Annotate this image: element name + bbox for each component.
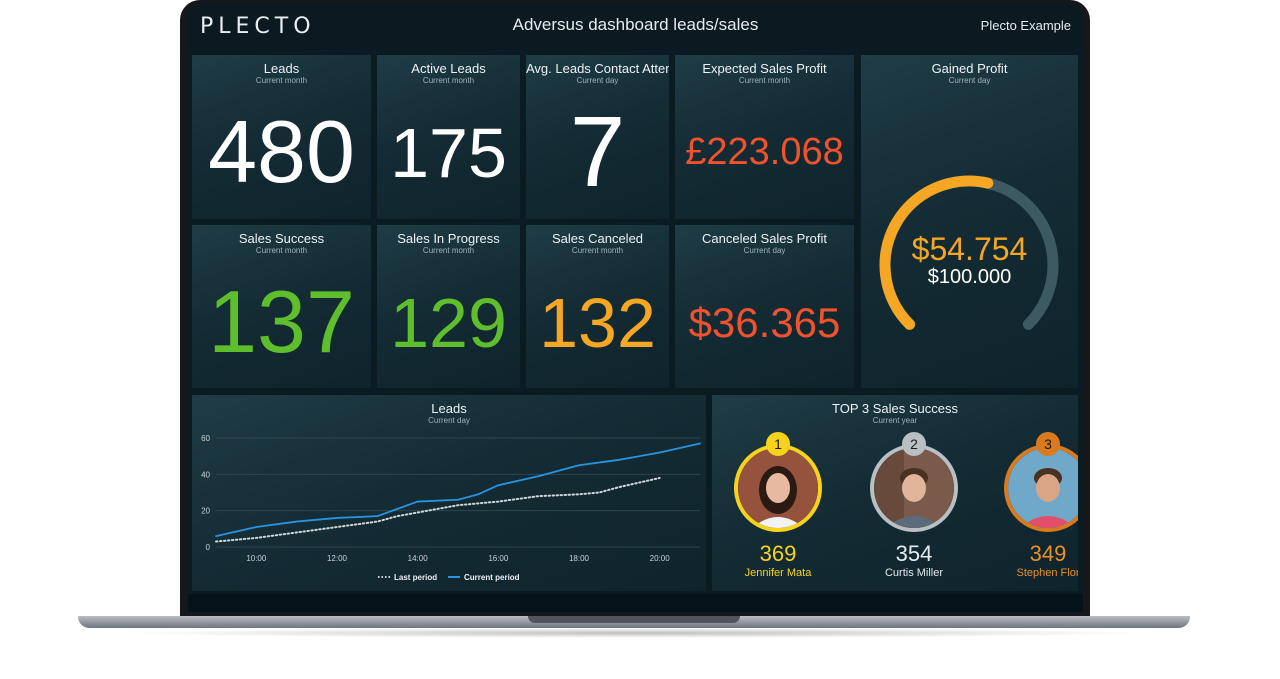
tile-subtitle: Current month xyxy=(422,246,475,255)
x-tick-label: 10:00 xyxy=(246,554,267,563)
tile-title: Leads xyxy=(431,401,467,416)
tile-subtitle: Current month xyxy=(255,76,308,85)
rank-badge: 2 xyxy=(902,432,926,456)
tile-sales-in-progress[interactable]: Sales In Progress Current month 129 xyxy=(377,225,520,388)
tile-expected-sales-profit[interactable]: Expected Sales Profit Current month £223… xyxy=(675,55,854,219)
account-name[interactable]: Plecto Example xyxy=(980,18,1071,33)
leads-line-chart: 0 20 40 60 10:00 12:00 14:00 16:00 18:00 20:00 Las… xyxy=(201,434,701,582)
legend-label: Last period xyxy=(394,573,437,582)
tile-value: £223.068 xyxy=(685,131,844,173)
tile-sales-canceled[interactable]: Sales Canceled Current month 132 xyxy=(526,225,669,388)
tile-subtitle: Current month xyxy=(571,246,624,255)
avatar-photo-icon xyxy=(738,448,818,528)
tile-title: Sales Success xyxy=(238,231,325,246)
tile-title: Expected Sales Profit xyxy=(702,61,827,76)
tile-gained-profit[interactable]: Gained Profit Current day $54.754 $100.0… xyxy=(861,55,1078,388)
x-tick-label: 16:00 xyxy=(488,554,509,563)
avatar[interactable] xyxy=(870,444,958,532)
last-period-line xyxy=(215,476,661,543)
tile-top3-sales-success[interactable]: TOP 3 Sales Success Current year 1 369 J… xyxy=(712,395,1078,591)
y-tick-label: 0 xyxy=(206,543,211,552)
dashboard-title: Adversus dashboard leads/sales xyxy=(512,15,759,34)
tile-subtitle: Current month xyxy=(255,246,308,255)
tile-active-leads[interactable]: Active Leads Current month 175 xyxy=(377,55,520,219)
avatar[interactable] xyxy=(734,444,822,532)
gauge xyxy=(879,175,1059,330)
rank-badge: 1 xyxy=(766,432,790,456)
tile-subtitle: Current month xyxy=(738,76,791,85)
tile-value: 7 xyxy=(569,96,626,208)
tile-subtitle: Current day xyxy=(428,416,470,425)
y-tick-label: 20 xyxy=(201,507,210,516)
x-tick-label: 20:00 xyxy=(650,554,671,563)
tile-subtitle: Current month xyxy=(422,76,475,85)
gauge-fill xyxy=(879,175,994,330)
tile-title: Canceled Sales Profit xyxy=(701,231,827,246)
gauge-value: $54.754 xyxy=(911,231,1028,267)
rank-badge: 3 xyxy=(1036,432,1060,456)
tile-value: 480 xyxy=(208,102,355,201)
tile-title: Sales Canceled xyxy=(551,231,644,246)
tile-value: 137 xyxy=(208,272,355,371)
tile-value: $36.365 xyxy=(688,299,841,346)
tile-sales-success[interactable]: Sales Success Current month 137 xyxy=(192,225,371,388)
tile-title: Gained Profit xyxy=(931,61,1008,76)
person-score: 369 xyxy=(759,541,797,566)
x-tick-label: 18:00 xyxy=(569,554,590,563)
tile-leads-chart[interactable]: Leads Current day 0 20 40 60 10:00 12:00 14:00… xyxy=(192,395,706,591)
laptop-shadow xyxy=(120,628,1150,638)
dashboard-footer-bar xyxy=(188,594,1083,612)
dashboard-header: PLECTO Adversus dashboard leads/sales Pl… xyxy=(188,4,1083,50)
person-name: Stephen Flor xyxy=(1016,567,1079,579)
tile-title: Avg. Leads Contact Attem xyxy=(526,61,669,76)
y-tick-label: 40 xyxy=(201,470,210,479)
tile-subtitle: Current day xyxy=(576,76,619,85)
tile-subtitle: Current day xyxy=(948,76,991,85)
person-name: Jennifer Mata xyxy=(744,567,812,579)
tile-value: 129 xyxy=(390,284,507,362)
x-tick-label: 14:00 xyxy=(408,554,429,563)
tile-title: TOP 3 Sales Success xyxy=(832,401,958,416)
x-tick-label: 12:00 xyxy=(327,554,348,563)
person-name: Curtis Miller xyxy=(884,567,944,579)
avatar-photo-icon xyxy=(874,448,954,528)
tile-title: Active Leads xyxy=(411,61,486,76)
tile-avg-leads-contact[interactable]: Avg. Leads Contact Attem Current day 7 xyxy=(526,55,669,219)
tile-leads[interactable]: Leads Current month 480 xyxy=(192,55,371,219)
tile-value: 132 xyxy=(539,284,656,362)
person-score: 349 xyxy=(1029,541,1067,566)
avatar-photo-icon xyxy=(1008,448,1078,528)
tile-subtitle: Current day xyxy=(743,246,786,255)
tile-title: Leads xyxy=(263,61,300,76)
tile-title: Sales In Progress xyxy=(397,231,500,246)
legend-label: Current period xyxy=(464,573,520,582)
plecto-logo[interactable]: PLECTO xyxy=(200,14,316,39)
avatar[interactable] xyxy=(1004,444,1078,532)
gauge-target: $100.000 xyxy=(927,266,1012,288)
dashboard-screen: PLECTO Adversus dashboard leads/sales Pl… xyxy=(188,4,1083,612)
y-tick-label: 60 xyxy=(201,434,210,443)
laptop-base-notch xyxy=(528,616,740,623)
tile-value: 175 xyxy=(390,114,507,192)
current-period-line xyxy=(215,442,701,538)
tile-canceled-sales-profit[interactable]: Canceled Sales Profit Current day $36.36… xyxy=(675,225,854,388)
tile-subtitle: Current year xyxy=(872,416,918,425)
person-score: 354 xyxy=(895,541,933,566)
